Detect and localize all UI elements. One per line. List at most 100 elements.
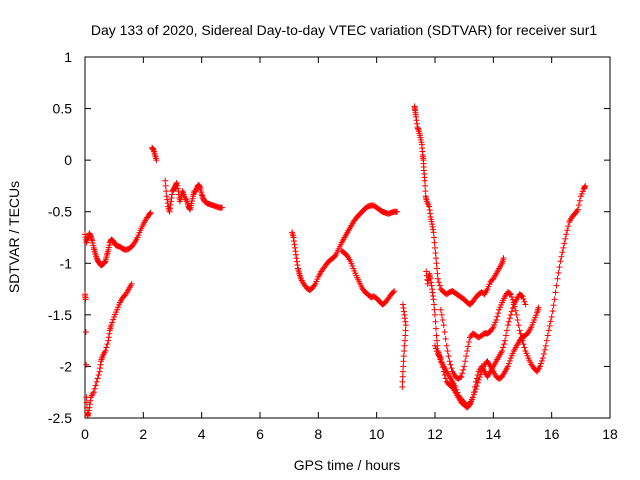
y-tick-label: 1 bbox=[64, 49, 72, 65]
data-point bbox=[463, 353, 470, 360]
data-point bbox=[565, 223, 572, 230]
data-point bbox=[433, 260, 440, 267]
sat-track-6 bbox=[338, 247, 398, 308]
data-point bbox=[431, 239, 438, 246]
data-point bbox=[436, 282, 443, 289]
data-point bbox=[553, 282, 560, 289]
x-tick-label: 18 bbox=[602, 426, 618, 442]
data-point bbox=[519, 293, 526, 300]
data-point bbox=[437, 306, 444, 313]
data-point bbox=[560, 244, 567, 251]
data-point bbox=[555, 269, 562, 276]
data-point bbox=[473, 375, 480, 382]
data-point bbox=[474, 372, 481, 379]
data-point bbox=[82, 329, 89, 336]
data-point bbox=[93, 378, 100, 385]
data-point bbox=[471, 384, 478, 391]
sat-track-8 bbox=[411, 103, 507, 308]
data-point bbox=[505, 318, 512, 325]
data-point bbox=[401, 337, 408, 344]
data-point bbox=[446, 358, 453, 365]
data-point bbox=[441, 372, 448, 379]
sat-track-1 bbox=[82, 209, 154, 269]
data-point bbox=[439, 317, 446, 324]
data-point bbox=[460, 366, 467, 373]
data-point bbox=[434, 275, 441, 282]
data-point bbox=[421, 177, 428, 184]
data-point bbox=[400, 353, 407, 360]
data-point bbox=[472, 378, 479, 385]
data-point bbox=[153, 157, 160, 164]
data-point bbox=[391, 288, 398, 295]
data-point bbox=[499, 347, 506, 354]
data-point bbox=[537, 363, 543, 370]
data-point bbox=[108, 322, 115, 329]
data-point bbox=[522, 301, 529, 308]
data-point bbox=[432, 311, 438, 318]
data-point bbox=[501, 341, 508, 348]
data-point bbox=[514, 317, 521, 324]
data-point bbox=[442, 375, 449, 382]
data-point bbox=[147, 209, 154, 216]
data-point bbox=[109, 319, 116, 326]
data-point bbox=[465, 343, 472, 350]
data-point bbox=[519, 337, 526, 344]
data-point bbox=[538, 357, 545, 364]
data-point bbox=[441, 329, 448, 336]
data-point bbox=[399, 368, 406, 375]
data-point bbox=[549, 308, 556, 315]
data-point bbox=[504, 363, 511, 370]
data-point bbox=[500, 255, 507, 262]
data-point bbox=[83, 361, 90, 368]
data-point bbox=[540, 351, 547, 358]
data-point bbox=[543, 337, 550, 344]
data-point bbox=[559, 249, 566, 256]
data-point bbox=[422, 188, 429, 195]
data-point bbox=[564, 227, 571, 234]
data-point bbox=[494, 313, 501, 320]
data-point bbox=[430, 229, 437, 236]
sat-track-5 bbox=[289, 202, 401, 294]
data-point bbox=[439, 364, 446, 371]
data-point bbox=[502, 332, 509, 339]
data-point bbox=[556, 264, 563, 271]
y-tick-label: 0 bbox=[64, 152, 72, 168]
data-point bbox=[432, 342, 438, 349]
data-point bbox=[433, 332, 440, 339]
data-point bbox=[103, 344, 110, 351]
x-tick-label: 8 bbox=[314, 426, 322, 442]
data-point bbox=[508, 308, 515, 315]
data-point bbox=[518, 292, 525, 299]
x-tick-label: 12 bbox=[427, 426, 443, 442]
data-point bbox=[95, 372, 102, 379]
data-point bbox=[582, 182, 589, 189]
data-point bbox=[500, 344, 507, 351]
data-point bbox=[516, 327, 523, 334]
data-point bbox=[521, 344, 528, 351]
data-point bbox=[520, 296, 527, 303]
data-point bbox=[432, 244, 438, 251]
x-tick-label: 14 bbox=[486, 426, 502, 442]
data-point bbox=[466, 339, 473, 346]
data-point bbox=[400, 363, 407, 370]
y-tick-label: -1.5 bbox=[48, 307, 72, 323]
data-point bbox=[506, 290, 513, 297]
data-point bbox=[130, 241, 137, 248]
data-point bbox=[402, 322, 409, 329]
data-point bbox=[557, 258, 564, 265]
data-point bbox=[575, 202, 582, 209]
data-marks bbox=[82, 103, 589, 419]
chart-title: Day 133 of 2020, Sidereal Day-to-day VTE… bbox=[91, 22, 597, 38]
data-point bbox=[551, 296, 558, 303]
data-point bbox=[535, 304, 542, 311]
data-point bbox=[520, 341, 527, 348]
sat-track-3 bbox=[149, 144, 160, 164]
data-point bbox=[508, 293, 515, 300]
data-point bbox=[546, 322, 553, 329]
x-tick-label: 16 bbox=[544, 426, 560, 442]
data-point bbox=[489, 325, 496, 332]
data-point bbox=[431, 301, 438, 308]
data-point bbox=[521, 298, 528, 305]
data-point bbox=[128, 280, 135, 287]
data-point bbox=[448, 365, 455, 372]
